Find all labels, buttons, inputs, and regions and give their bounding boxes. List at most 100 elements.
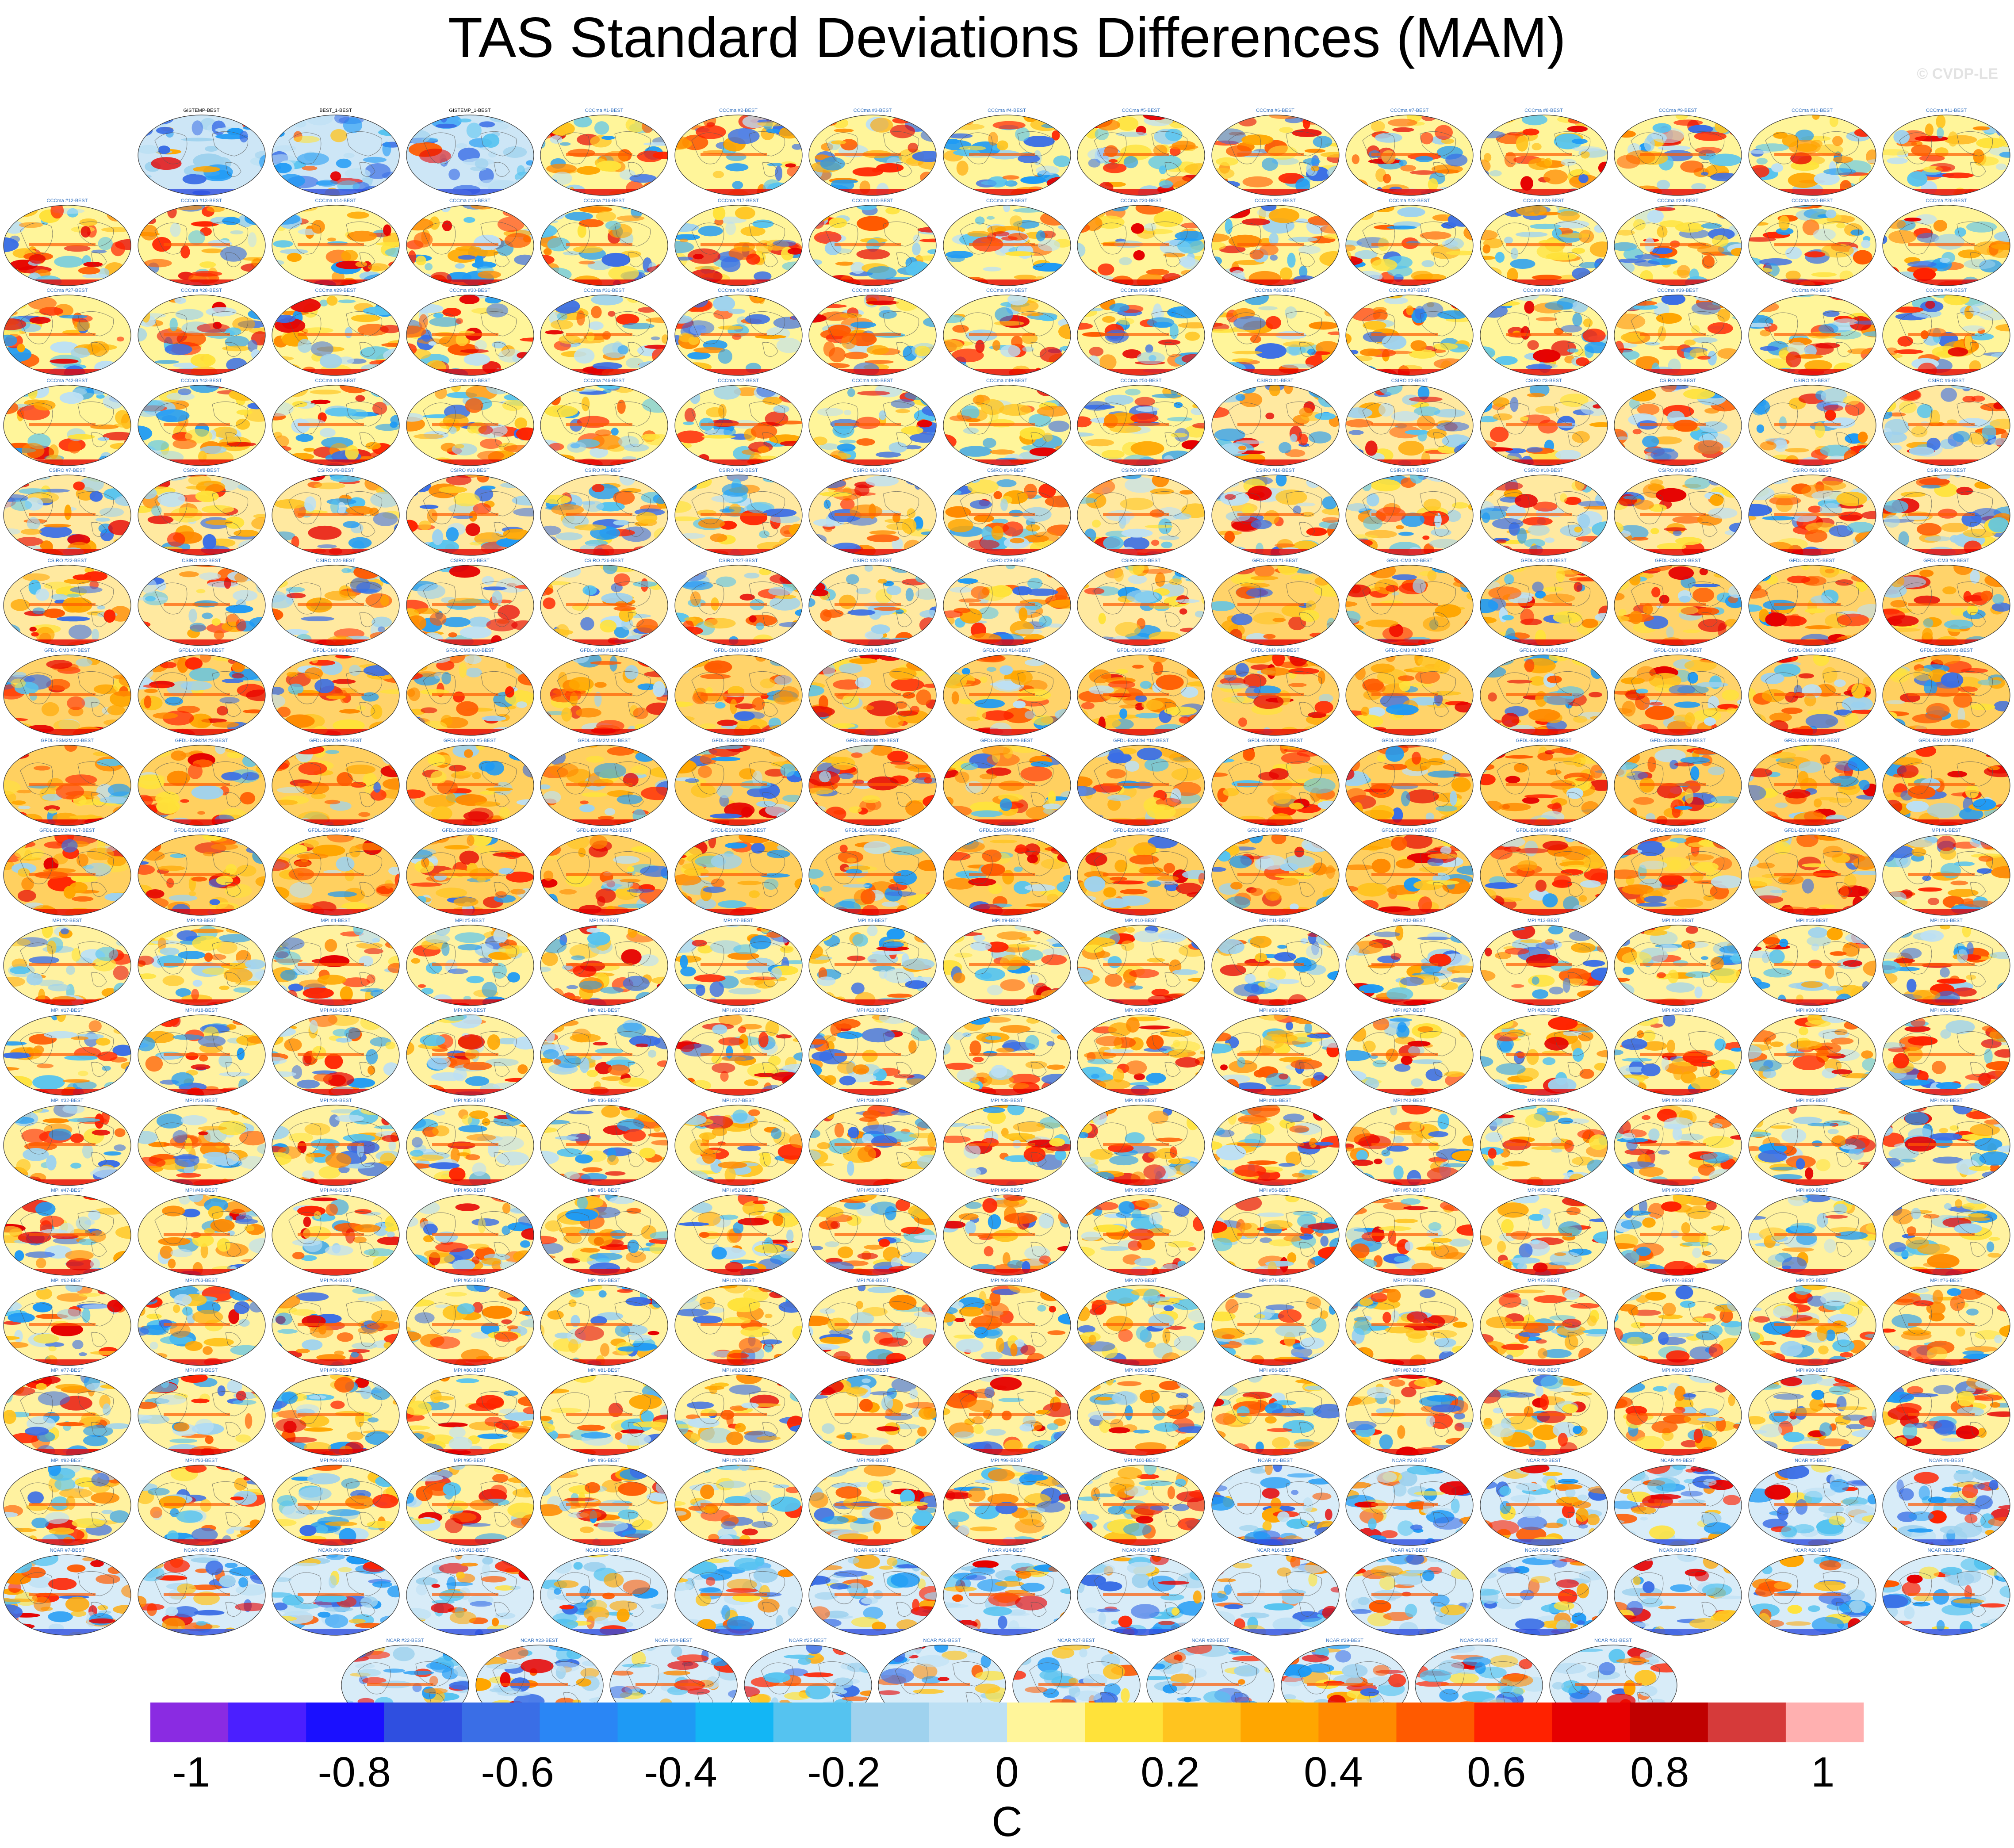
map-panel: MPI #34-BEST bbox=[271, 1098, 400, 1186]
map-panel-globe bbox=[1748, 204, 1876, 286]
map-panel: CSIRO #13-BEST bbox=[808, 468, 937, 556]
map-panel-title: MPI #81-BEST bbox=[588, 1368, 620, 1373]
map-panel-globe bbox=[3, 1554, 131, 1636]
map-panel: GFDL-ESM2M #11-BEST bbox=[1211, 738, 1340, 826]
map-panel: MPI #61-BEST bbox=[1882, 1188, 2011, 1276]
map-panel-globe bbox=[1211, 204, 1340, 286]
map-panel-title: CCCma #2-BEST bbox=[719, 108, 758, 113]
map-panel: MPI #18-BEST bbox=[137, 1008, 266, 1096]
map-panel-title: CCCma #43-BEST bbox=[181, 378, 222, 383]
map-panel-title: CSIRO #11-BEST bbox=[585, 468, 624, 473]
map-panel: MPI #52-BEST bbox=[674, 1188, 803, 1276]
colorbar-swatch bbox=[1085, 1703, 1163, 1742]
map-panel-globe bbox=[674, 1194, 803, 1276]
colorbar-swatch bbox=[306, 1703, 384, 1742]
map-panel: MPI #78-BEST bbox=[137, 1368, 266, 1456]
map-panel-title: MPI #66-BEST bbox=[588, 1278, 620, 1283]
map-panel: GFDL-ESM2M #25-BEST bbox=[1076, 828, 1206, 916]
map-panel-title: NCAR #3-BEST bbox=[1526, 1458, 1561, 1463]
map-panel-globe bbox=[1345, 1374, 1474, 1456]
colorbar-swatch bbox=[228, 1703, 306, 1742]
map-panel: CCCma #5-BEST bbox=[1076, 108, 1206, 196]
map-panel: CCCma #38-BEST bbox=[1479, 288, 1608, 376]
map-panel: MPI #59-BEST bbox=[1613, 1188, 1742, 1276]
map-panel-title: CSIRO #16-BEST bbox=[1256, 468, 1295, 473]
map-panel: CCCma #26-BEST bbox=[1882, 198, 2011, 287]
map-panel: CSIRO #29-BEST bbox=[942, 558, 1072, 647]
map-panel: CSIRO #4-BEST bbox=[1613, 378, 1742, 467]
map-panel-globe bbox=[808, 834, 937, 916]
map-panel-globe bbox=[1882, 1374, 2010, 1456]
map-panel-globe bbox=[942, 1104, 1071, 1186]
map-panel-globe bbox=[1882, 1284, 2010, 1366]
map-panel-title: NCAR #24-BEST bbox=[655, 1638, 693, 1643]
map-panel: CCCma #23-BEST bbox=[1479, 198, 1608, 287]
map-panel-title: NCAR #15-BEST bbox=[1122, 1548, 1160, 1553]
map-panel: MPI #19-BEST bbox=[271, 1008, 400, 1096]
map-panel-globe bbox=[1882, 1014, 2010, 1096]
map-panel-title: CCCma #41-BEST bbox=[1926, 288, 1967, 293]
map-panel-title: MPI #25-BEST bbox=[1125, 1008, 1157, 1013]
colorbar-swatch bbox=[695, 1703, 774, 1742]
map-panel-title: CSIRO #29-BEST bbox=[987, 558, 1026, 563]
map-panel-globe bbox=[1748, 564, 1876, 646]
map-panel-title: MPI #92-BEST bbox=[51, 1458, 84, 1463]
map-panel: GFDL-ESM2M #4-BEST bbox=[271, 738, 400, 826]
map-panel-globe bbox=[1614, 1464, 1742, 1546]
map-panel: CCCma #40-BEST bbox=[1748, 288, 1877, 376]
map-panel-title: GFDL-ESM2M #20-BEST bbox=[442, 828, 498, 833]
map-panel: CSIRO #2-BEST bbox=[1345, 378, 1474, 467]
map-panel: GFDL-CM3 #5-BEST bbox=[1748, 558, 1877, 647]
map-panel-globe bbox=[1614, 384, 1742, 466]
map-panel: CSIRO #15-BEST bbox=[1076, 468, 1206, 556]
map-panel: CCCma #34-BEST bbox=[942, 288, 1072, 376]
map-panel-title: MPI #48-BEST bbox=[185, 1188, 218, 1193]
map-panel: GISTEMP_1-BEST bbox=[406, 108, 535, 196]
map-panel-title: CSIRO #23-BEST bbox=[182, 558, 221, 563]
map-panel: GFDL-ESM2M #10-BEST bbox=[1076, 738, 1206, 826]
map-panel-globe bbox=[137, 1284, 266, 1366]
map-panel: NCAR #20-BEST bbox=[1748, 1548, 1877, 1636]
map-panel-globe bbox=[540, 204, 668, 286]
map-panel-globe bbox=[808, 1014, 937, 1096]
map-panel: CSIRO #11-BEST bbox=[540, 468, 669, 556]
map-panel-title: CSIRO #13-BEST bbox=[853, 468, 892, 473]
map-panel: CCCma #33-BEST bbox=[808, 288, 937, 376]
map-panel-title: MPI #98-BEST bbox=[856, 1458, 889, 1463]
map-panel-globe bbox=[1882, 115, 2010, 196]
map-panel-title: MPI #61-BEST bbox=[1930, 1188, 1963, 1193]
map-panel-globe bbox=[3, 1284, 131, 1366]
colorbar-swatch bbox=[384, 1703, 462, 1742]
map-panel: MPI #64-BEST bbox=[271, 1278, 400, 1366]
map-panel-title: GFDL-CM3 #2-BEST bbox=[1386, 558, 1432, 563]
map-panel-title: CSIRO #24-BEST bbox=[316, 558, 356, 563]
map-panel-globe bbox=[1077, 1194, 1205, 1276]
map-panel-title: GISTEMP_1-BEST bbox=[449, 108, 491, 113]
map-panel: GFDL-CM3 #1-BEST bbox=[1211, 558, 1340, 647]
map-panel-globe bbox=[1077, 924, 1205, 1006]
map-panel: MPI #7-BEST bbox=[674, 918, 803, 1006]
map-panel-title: MPI #30-BEST bbox=[1796, 1008, 1829, 1013]
map-panel-title: GFDL-ESM2M #4-BEST bbox=[309, 738, 362, 743]
map-panel: MPI #69-BEST bbox=[942, 1278, 1072, 1366]
map-panel-title: CCCma #40-BEST bbox=[1792, 288, 1833, 293]
map-panel: MPI #12-BEST bbox=[1345, 918, 1474, 1006]
map-panel: CCCma #35-BEST bbox=[1076, 288, 1206, 376]
map-panel: MPI #94-BEST bbox=[271, 1458, 400, 1546]
map-panel: CCCma #2-BEST bbox=[674, 108, 803, 196]
map-panel: CSIRO #19-BEST bbox=[1613, 468, 1742, 556]
map-panel: CCCma #39-BEST bbox=[1613, 288, 1742, 376]
map-panel: MPI #55-BEST bbox=[1076, 1188, 1206, 1276]
map-panel-title: GFDL-ESM2M #10-BEST bbox=[1113, 738, 1169, 743]
map-panel: GFDL-ESM2M #3-BEST bbox=[137, 738, 266, 826]
map-panel-title: CCCma #9-BEST bbox=[1658, 108, 1697, 113]
map-panel: GFDL-CM3 #8-BEST bbox=[137, 648, 266, 736]
map-panel-globe bbox=[1882, 1554, 2010, 1636]
map-panel-title: CCCma #10-BEST bbox=[1792, 108, 1833, 113]
map-panel-title: GFDL-ESM2M #30-BEST bbox=[1784, 828, 1840, 833]
map-panel: CCCma #27-BEST bbox=[3, 288, 132, 376]
map-panel: GFDL-ESM2M #16-BEST bbox=[1882, 738, 2011, 826]
map-panel-title: CSIRO #7-BEST bbox=[49, 468, 86, 473]
map-panel-title: CCCma #48-BEST bbox=[852, 378, 893, 383]
map-panel: GFDL-CM3 #3-BEST bbox=[1479, 558, 1608, 647]
